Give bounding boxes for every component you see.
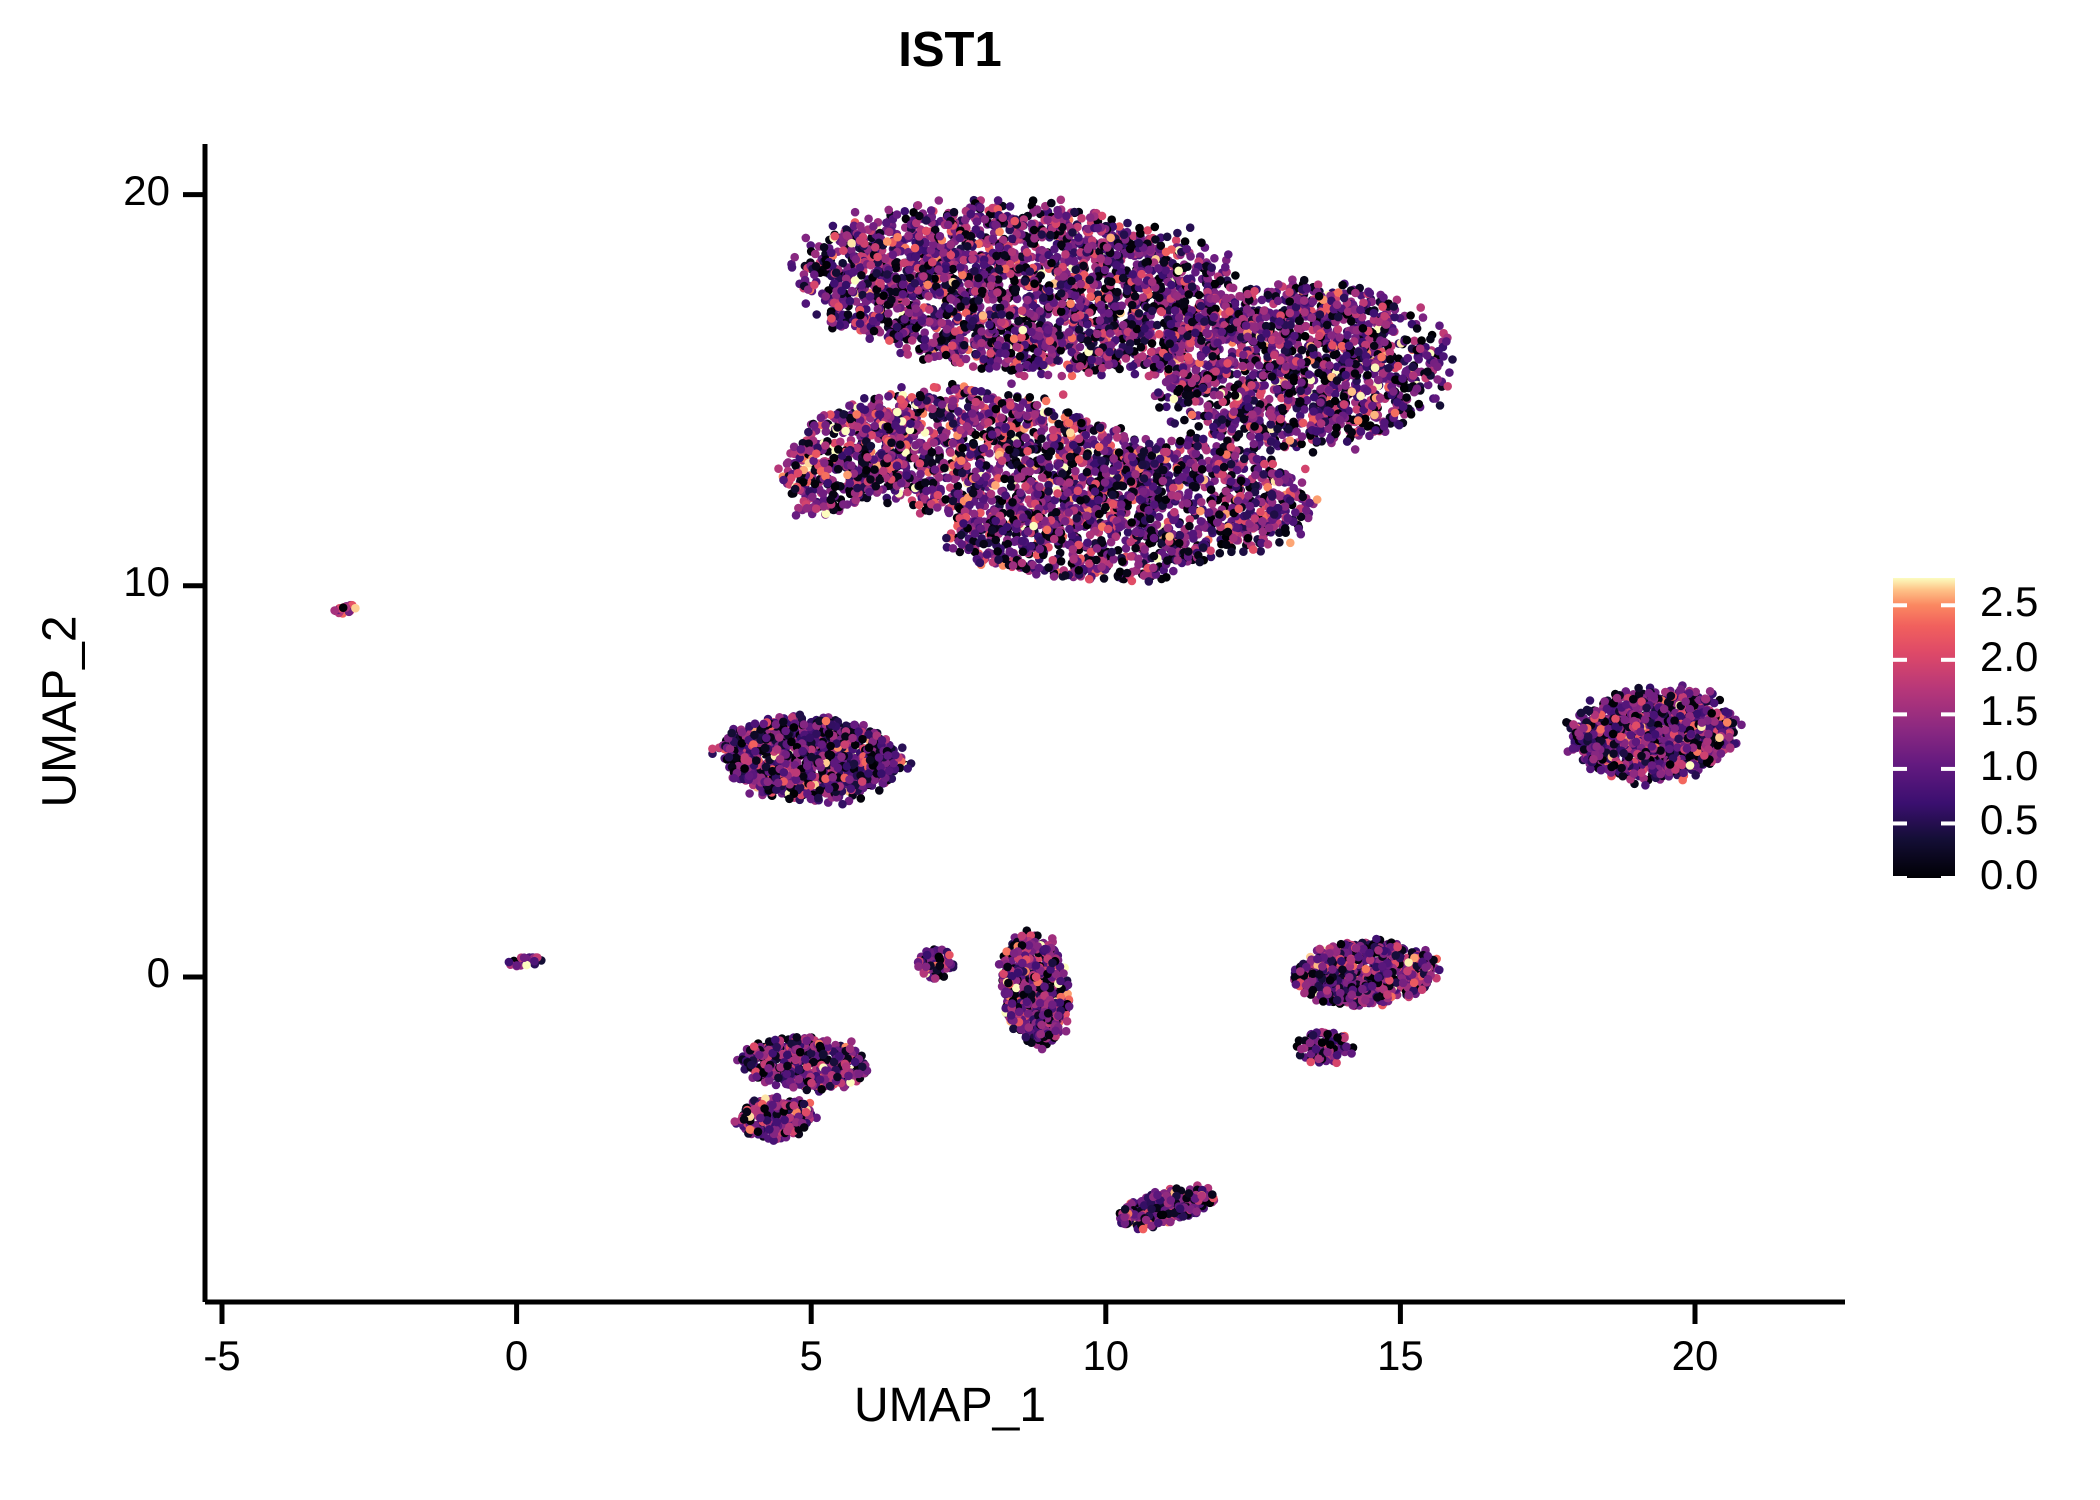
x-tick-label: 15	[1377, 1332, 1424, 1379]
y-tick-label: 0	[146, 949, 170, 996]
colorbar-tick-label: 2.5	[1980, 578, 2039, 626]
page-title: IST1	[898, 23, 1002, 77]
y-tick-label: 20	[123, 166, 170, 214]
y-axis-title-wrap: UMAP_2	[33, 362, 88, 1062]
x-tick-label: 5	[799, 1332, 823, 1379]
x-tick-label: 0	[504, 1332, 529, 1379]
x-tick-label: 10	[1082, 1332, 1130, 1379]
y-tick-label: 10	[123, 557, 170, 605]
colorbar-tick-marks	[1893, 603, 1955, 880]
colorbar-tick-label: 1.0	[1980, 741, 2039, 789]
colorbar-tick-label: 0.0	[1980, 851, 2039, 898]
scatter-points-layer	[330, 195, 1746, 1234]
colorbar-tick-label: 0.5	[1980, 796, 2039, 844]
axis-lines-layer	[183, 144, 1845, 1324]
colorbar-gradient	[1893, 578, 1955, 878]
x-axis-title: UMAP_1	[853, 1379, 1047, 1432]
y-axis-title: UMAP_2	[33, 615, 87, 808]
colorbar-tick-label: 2.0	[1980, 632, 2039, 680]
colorbar-tick-label: 1.5	[1980, 687, 2039, 735]
x-tick-label: 20	[1671, 1332, 1719, 1379]
x-tick-label: -5	[203, 1332, 241, 1379]
